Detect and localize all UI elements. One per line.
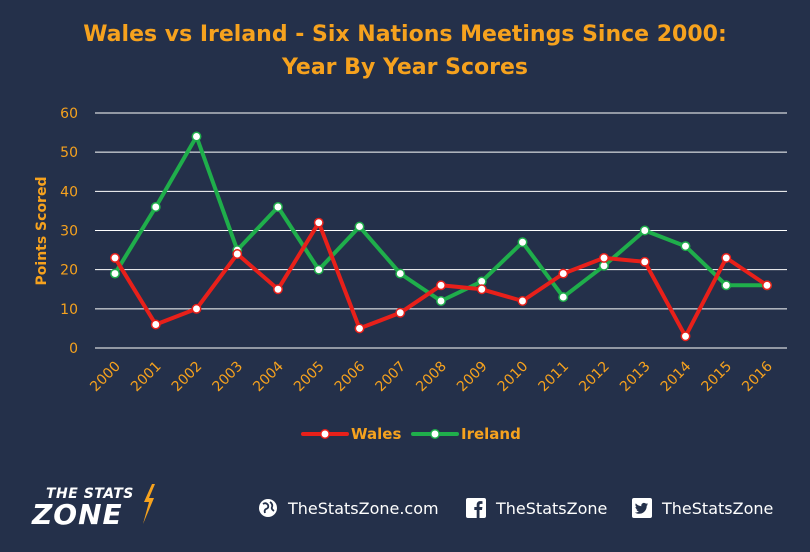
y-tick-label: 40 bbox=[60, 184, 78, 200]
data-point-wales bbox=[313, 217, 324, 228]
data-point-ireland bbox=[150, 202, 161, 212]
data-point-ireland bbox=[110, 268, 120, 279]
y-tick-label: 30 bbox=[60, 224, 78, 240]
y-tick-label: 60 bbox=[60, 106, 78, 122]
data-point-wales bbox=[273, 284, 283, 295]
data-point-ireland bbox=[436, 296, 446, 306]
data-point-wales bbox=[150, 319, 161, 330]
chart-title-line-1: Wales vs Ireland - Six Nations Meetings … bbox=[83, 22, 727, 47]
facebook-icon bbox=[466, 498, 486, 518]
x-tick-label: 2009 bbox=[454, 359, 491, 396]
x-tick-label: 2014 bbox=[658, 358, 695, 395]
data-point-wales bbox=[639, 256, 650, 267]
series-line-ireland bbox=[113, 134, 769, 303]
x-tick-label: 2000 bbox=[87, 359, 124, 396]
data-point-wales bbox=[232, 249, 243, 259]
data-point-wales bbox=[762, 280, 772, 291]
data-point-wales bbox=[558, 268, 569, 279]
x-tick-label: 2013 bbox=[617, 359, 654, 396]
data-point-ireland bbox=[517, 237, 528, 248]
logo-text-top: THE STATS bbox=[46, 486, 134, 502]
globe-icon bbox=[259, 499, 277, 517]
x-tick-label: 2006 bbox=[332, 358, 369, 395]
data-point-wales bbox=[476, 284, 487, 295]
data-point-ireland bbox=[721, 280, 732, 291]
data-point-wales bbox=[110, 252, 120, 263]
footer: THE STATS ZONE TheStatsZone.com TheStats… bbox=[0, 466, 810, 552]
legend-marker-ireland bbox=[430, 429, 440, 439]
x-tick-label: 2007 bbox=[373, 359, 410, 396]
y-tick-label: 20 bbox=[60, 263, 78, 279]
y-tick-label: 10 bbox=[60, 302, 78, 318]
data-point-ireland bbox=[558, 292, 569, 303]
legend-label-ireland: Ireland bbox=[461, 425, 521, 443]
x-tick-label: 2011 bbox=[536, 359, 573, 396]
website-text: TheStatsZone.com bbox=[288, 498, 439, 518]
facebook-text: TheStatsZone bbox=[496, 498, 608, 518]
data-point-wales bbox=[436, 280, 446, 291]
data-point-wales bbox=[191, 303, 202, 314]
x-tick-label: 2008 bbox=[413, 359, 450, 396]
lightning-icon bbox=[143, 484, 155, 524]
y-axis-label: Points Scored bbox=[34, 177, 50, 286]
twitter-icon bbox=[632, 498, 652, 518]
data-point-wales bbox=[599, 252, 609, 263]
chart-title-line-2: Year By Year Scores bbox=[281, 55, 528, 80]
legend-marker-wales bbox=[320, 429, 330, 439]
x-tick-label: 2005 bbox=[291, 359, 328, 396]
x-tick-label: 2002 bbox=[169, 359, 206, 396]
legend-label-wales: Wales bbox=[351, 425, 401, 443]
data-point-ireland bbox=[191, 131, 202, 142]
chart-title: Wales vs Ireland - Six Nations Meetings … bbox=[0, 18, 810, 84]
data-point-wales bbox=[517, 296, 528, 306]
data-point-ireland bbox=[313, 264, 324, 275]
x-tick-label: 2010 bbox=[495, 359, 532, 396]
x-tick-label: 2003 bbox=[210, 359, 247, 396]
twitter-text: TheStatsZone bbox=[662, 498, 774, 518]
website-link[interactable]: TheStatsZone.com bbox=[258, 496, 439, 520]
y-tick-label: 50 bbox=[60, 145, 78, 161]
data-point-ireland bbox=[273, 202, 283, 212]
data-point-ireland bbox=[680, 241, 691, 252]
logo-text-bottom: ZONE bbox=[32, 498, 123, 531]
stats-zone-logo: THE STATS ZONE bbox=[32, 484, 182, 532]
x-tick-label: 2016 bbox=[739, 358, 776, 395]
data-point-ireland bbox=[639, 225, 650, 236]
data-point-wales bbox=[395, 307, 406, 318]
data-point-wales bbox=[680, 331, 691, 342]
x-tick-label: 2004 bbox=[250, 358, 287, 395]
data-point-wales bbox=[721, 252, 732, 263]
data-point-ireland bbox=[395, 268, 406, 279]
x-tick-label: 2015 bbox=[699, 359, 736, 396]
twitter-link[interactable]: TheStatsZone bbox=[632, 496, 773, 520]
x-tick-label: 2012 bbox=[576, 359, 613, 396]
facebook-link[interactable]: TheStatsZone bbox=[466, 496, 607, 520]
y-tick-label: 0 bbox=[69, 341, 78, 357]
data-point-wales bbox=[354, 323, 365, 334]
x-tick-label: 2001 bbox=[128, 359, 165, 396]
data-point-ireland bbox=[354, 221, 365, 232]
